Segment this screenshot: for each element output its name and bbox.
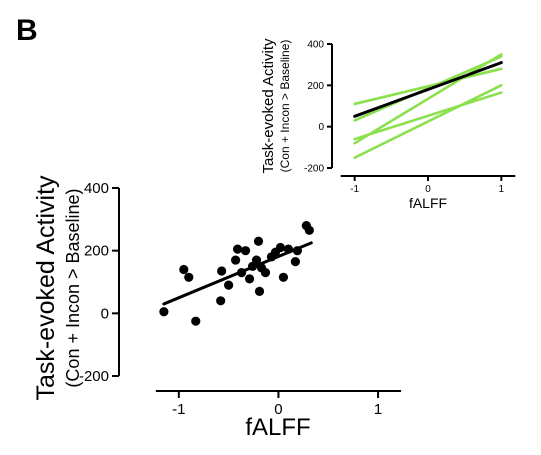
main-data-point bbox=[278, 272, 289, 282]
main-data-point bbox=[191, 316, 201, 326]
main-x-tick-label: 0 bbox=[274, 401, 282, 418]
inset-y-tick-label: 400 bbox=[307, 40, 324, 51]
main-data-point bbox=[283, 244, 294, 254]
main-y-tick-label: 200 bbox=[84, 243, 109, 260]
main-data-point bbox=[253, 236, 264, 246]
main-scatter-chart: -200 0 200 400 -1 0 1 Task-evoked Activity (C… bbox=[32, 175, 402, 441]
main-data-point bbox=[236, 268, 247, 278]
main-y-ticks: -200 0 200 400 bbox=[79, 180, 119, 385]
inset-series-line bbox=[353, 67, 503, 106]
inset-y-tick-label: -200 bbox=[304, 164, 324, 175]
main-y-axis-sublabel: (Con + Incon > Baseline) bbox=[63, 188, 83, 387]
main-points-group bbox=[159, 221, 314, 326]
main-data-point bbox=[260, 268, 271, 278]
main-data-point bbox=[251, 255, 262, 265]
inset-series-group bbox=[353, 53, 503, 159]
inset-y-ticks: -200 0 200 400 bbox=[304, 40, 332, 175]
main-data-point bbox=[179, 264, 189, 275]
inset-y-tick-label: 0 bbox=[318, 122, 324, 133]
main-data-point bbox=[224, 280, 234, 290]
main-x-tick-label: 1 bbox=[374, 401, 382, 418]
main-data-point bbox=[275, 242, 286, 253]
main-x-tick-label: -1 bbox=[172, 401, 185, 418]
main-data-point bbox=[254, 286, 265, 296]
inset-x-axis-label: fALFF bbox=[409, 195, 447, 211]
inset-x-tick-label: 1 bbox=[499, 184, 505, 195]
main-data-point bbox=[216, 296, 226, 306]
inset-series-line bbox=[353, 84, 503, 159]
inset-y-axis-sublabel: (Con + Incon > Baseline) bbox=[278, 40, 292, 173]
main-data-point bbox=[231, 255, 241, 265]
main-data-point bbox=[292, 246, 302, 256]
main-data-point bbox=[184, 272, 194, 282]
main-data-point bbox=[233, 244, 243, 254]
inset-x-tick-label: -1 bbox=[350, 184, 359, 195]
main-data-point bbox=[290, 257, 300, 267]
main-data-point bbox=[217, 266, 227, 276]
inset-mean-line bbox=[353, 61, 503, 118]
main-data-point bbox=[159, 307, 169, 317]
inset-y-tick-label: 200 bbox=[307, 81, 324, 92]
main-x-ticks: -1 0 1 bbox=[172, 391, 382, 418]
inset-series-line bbox=[353, 53, 503, 145]
main-y-tick-label: -200 bbox=[79, 368, 109, 385]
inset-x-ticks: -1 0 1 bbox=[350, 176, 505, 195]
main-y-axis-label: Task-evoked Activity bbox=[32, 175, 60, 401]
main-y-tick-label: 400 bbox=[84, 180, 109, 197]
main-x-axis-label: fALFF bbox=[245, 414, 310, 441]
inset-series-line bbox=[353, 91, 503, 141]
main-data-point bbox=[240, 246, 251, 256]
main-y-tick-label: 0 bbox=[101, 305, 109, 322]
main-data-point bbox=[244, 274, 255, 284]
inset-x-tick-label: 0 bbox=[425, 184, 431, 195]
main-data-point bbox=[304, 225, 314, 235]
inset-line-chart: -200 0 200 400 -1 0 1 Task-evoked Activity (C… bbox=[260, 38, 516, 211]
panel-label: B bbox=[16, 14, 38, 47]
inset-y-axis-label: Task-evoked Activity bbox=[260, 38, 277, 174]
